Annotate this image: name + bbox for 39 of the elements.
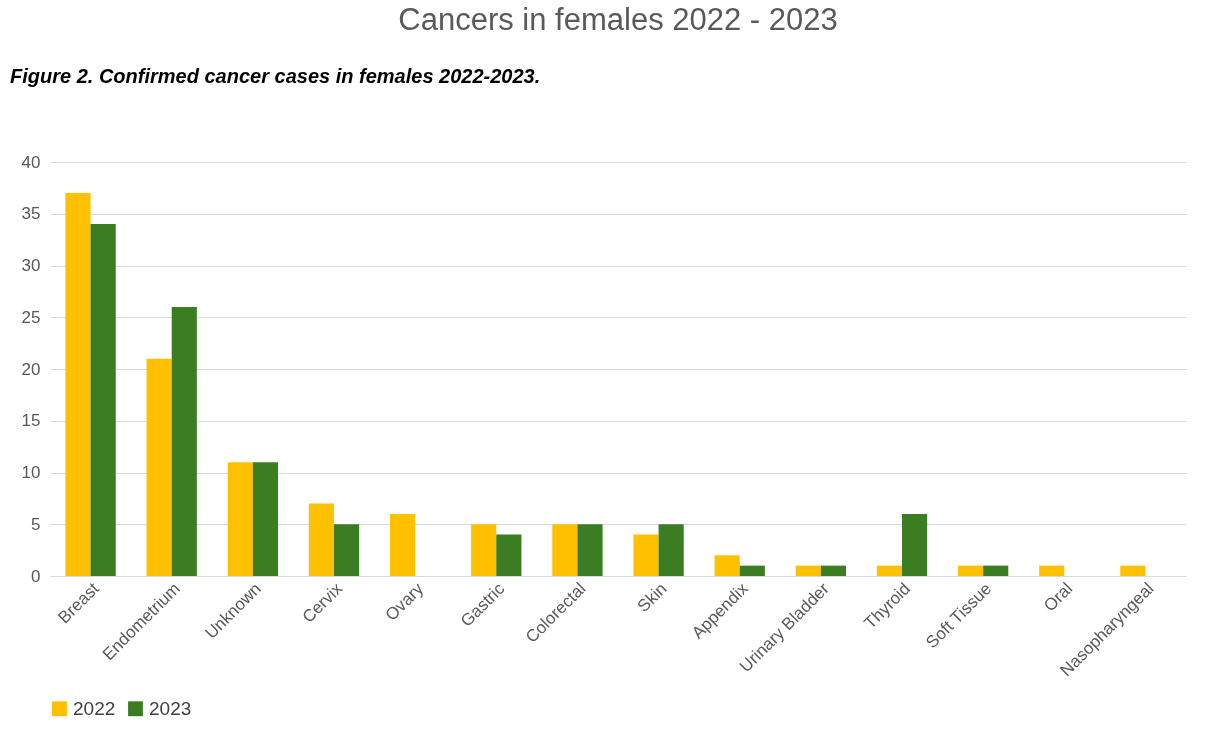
y-tick-label: 0 <box>31 566 41 586</box>
chart-title: Cancers in females 2022 - 2023 <box>398 2 838 37</box>
y-tick-label: 5 <box>31 514 41 534</box>
bar <box>983 565 1009 576</box>
legend-label: 2022 <box>73 697 116 719</box>
bar <box>171 306 197 576</box>
bar <box>471 524 497 576</box>
bar <box>577 524 603 576</box>
bar <box>496 534 522 576</box>
bar <box>1039 565 1065 576</box>
y-tick-label: 35 <box>21 204 41 224</box>
y-tick-label: 25 <box>21 307 41 327</box>
x-tick-label: Skin <box>633 579 671 616</box>
bar <box>739 565 765 576</box>
bar <box>820 565 847 576</box>
bar <box>90 224 116 576</box>
legend-label: 2023 <box>149 697 192 719</box>
bar <box>334 524 360 576</box>
bar <box>252 462 279 576</box>
y-tick-label: 40 <box>21 152 41 172</box>
bar <box>389 513 416 576</box>
bar <box>552 524 578 576</box>
bar <box>714 555 740 576</box>
bar <box>1120 565 1146 576</box>
y-tick-label: 10 <box>21 463 41 482</box>
bar <box>227 462 253 576</box>
bar <box>146 358 172 576</box>
y-tick-label: 15 <box>21 411 41 431</box>
bar <box>876 565 902 576</box>
caption: Figure 2. Confirmed cancer cases in females 2022-2023. <box>10 65 541 87</box>
bar <box>957 565 984 576</box>
y-tick-label: 30 <box>21 256 41 275</box>
bar <box>633 534 659 576</box>
bar <box>658 524 684 576</box>
bar <box>308 503 334 576</box>
bar <box>795 565 821 576</box>
y-tick-label: 20 <box>21 359 41 379</box>
bar <box>65 193 91 576</box>
bar <box>902 513 928 576</box>
